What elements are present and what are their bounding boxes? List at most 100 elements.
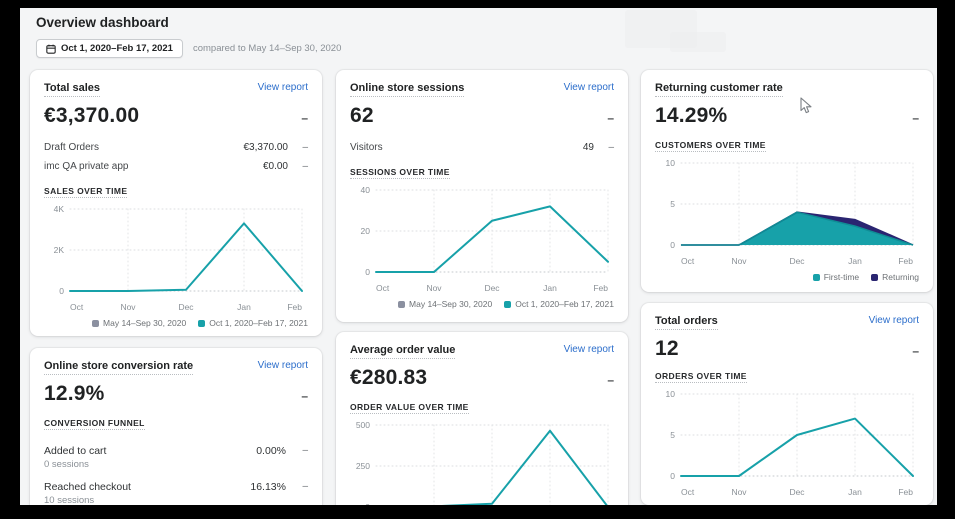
customers-over-time-chart: 10 5 0 Oct Nov Dec Jan Feb xyxy=(655,155,919,271)
chart-legend-sessions: May 14–Sep 30, 2020 Oct 1, 2020–Feb 17, 2… xyxy=(350,299,614,309)
conversion-rate-value: 12.9% xyxy=(44,382,105,405)
legend-swatch xyxy=(812,273,820,281)
returning-rate-value: 14.29% xyxy=(655,104,728,127)
svg-text:Jan: Jan xyxy=(543,283,557,293)
orders-over-time-chart: 10 5 0 Oct Nov Dec Jan Feb xyxy=(655,386,919,502)
svg-text:Dec: Dec xyxy=(789,256,805,266)
row-value: €0.00 xyxy=(262,161,288,172)
legend-swatch xyxy=(871,273,879,281)
breakdown-row-draft-orders: Draft Orders €3,370.00 – xyxy=(44,138,308,157)
orders-value: 12 xyxy=(655,337,679,360)
card-title-orders[interactable]: Total orders xyxy=(655,315,718,330)
legend-label: Oct 1, 2020–Feb 17, 2021 xyxy=(209,318,308,328)
legend-swatch xyxy=(92,319,100,327)
svg-text:250: 250 xyxy=(356,461,370,471)
total-sales-value: €3,370.00 xyxy=(44,104,140,127)
svg-text:Feb: Feb xyxy=(287,302,302,312)
funnel-value: 16.13% xyxy=(250,481,286,493)
svg-text:5: 5 xyxy=(670,430,675,440)
svg-text:40: 40 xyxy=(361,185,371,195)
total-sales-delta: – xyxy=(301,111,308,125)
row-delta: – xyxy=(302,161,308,172)
svg-text:0: 0 xyxy=(365,502,370,505)
sessions-value: 62 xyxy=(350,104,374,127)
line-chart-orders: 10 5 0 Oct Nov Dec Jan Feb xyxy=(666,389,914,497)
legend-item: Oct 1, 2020–Feb 17, 2021 xyxy=(198,318,308,328)
svg-text:10: 10 xyxy=(666,389,676,399)
svg-text:Oct: Oct xyxy=(376,283,390,293)
svg-text:0: 0 xyxy=(59,286,64,296)
card-title-conversion[interactable]: Online store conversion rate xyxy=(44,360,194,375)
legend-swatch xyxy=(198,319,206,327)
svg-text:Dec: Dec xyxy=(484,283,500,293)
returning-rate-delta: – xyxy=(912,111,919,125)
funnel-row-added-to-cart: Added to cart 0 sessions 0.00% – xyxy=(44,439,308,475)
date-range-button[interactable]: Oct 1, 2020–Feb 17, 2021 xyxy=(36,39,183,58)
compared-to-label: compared to May 14–Sep 30, 2020 xyxy=(192,43,342,54)
legend-item: Oct 1, 2020–Feb 17, 2021 xyxy=(504,299,614,309)
dashboard-page: Overview dashboard Oct 1, 2020–Feb 17, 2… xyxy=(20,8,937,505)
svg-text:5: 5 xyxy=(670,199,675,209)
funnel-label: Reached checkout xyxy=(44,481,131,493)
row-delta: – xyxy=(302,142,308,153)
mouse-cursor xyxy=(800,97,812,114)
funnel-delta: – xyxy=(302,481,308,492)
line-chart-order-value: 5002500OctNovDecJanFeb xyxy=(356,420,609,505)
funnel-sub: 10 sessions xyxy=(44,495,95,505)
svg-text:Oct: Oct xyxy=(681,256,695,266)
sales-over-time-chart: 4K 2K 0 Oct Nov Dec Jan Feb xyxy=(44,201,308,317)
view-report-link-aov[interactable]: View report xyxy=(563,344,614,355)
funnel-row-reached-checkout: Reached checkout 10 sessions 16.13% – xyxy=(44,475,308,505)
chart-legend-customers: First-time Returning xyxy=(655,272,919,282)
legend-label: May 14–Sep 30, 2020 xyxy=(103,318,187,328)
legend-label: First-time xyxy=(823,272,860,282)
card-title-total-sales[interactable]: Total sales xyxy=(44,82,101,97)
line-chart-sessions: 40 20 0 Oct Nov Dec Jan Feb xyxy=(361,185,609,293)
card-returning-customer-rate: Returning customer rate 14.29% – CUSTOME… xyxy=(641,70,933,292)
svg-text:Oct: Oct xyxy=(681,487,695,497)
section-label-conversion-funnel[interactable]: CONVERSION FUNNEL xyxy=(44,418,145,430)
line-chart-sales: 4K 2K 0 Oct Nov Dec Jan Feb xyxy=(54,204,303,312)
date-range-label: Oct 1, 2020–Feb 17, 2021 xyxy=(61,43,173,54)
svg-text:Feb: Feb xyxy=(898,487,913,497)
svg-text:Oct: Oct xyxy=(70,302,84,312)
svg-text:Feb: Feb xyxy=(593,283,608,293)
area-chart-customers: 10 5 0 Oct Nov Dec Jan Feb xyxy=(666,158,914,266)
card-title-returning[interactable]: Returning customer rate xyxy=(655,82,783,97)
conversion-rate-delta: – xyxy=(301,389,308,403)
aov-value: €280.83 xyxy=(350,366,428,389)
legend-label: Returning xyxy=(882,272,919,282)
svg-text:0: 0 xyxy=(670,471,675,481)
card-total-sales: Total sales View report €3,370.00 – Draf… xyxy=(30,70,322,336)
svg-text:Feb: Feb xyxy=(898,256,913,266)
view-report-link-orders[interactable]: View report xyxy=(868,315,919,326)
aov-delta: – xyxy=(607,373,614,387)
card-title-sessions[interactable]: Online store sessions xyxy=(350,82,465,97)
section-label-order-value-over-time[interactable]: ORDER VALUE OVER TIME xyxy=(350,402,469,414)
section-label-sales-over-time[interactable]: SALES OVER TIME xyxy=(44,186,128,198)
breakdown-row-private-app: imc QA private app €0.00 – xyxy=(44,157,308,176)
card-title-aov[interactable]: Average order value xyxy=(350,344,456,359)
svg-text:Dec: Dec xyxy=(789,487,805,497)
view-report-link-total-sales[interactable]: View report xyxy=(257,82,308,93)
row-delta: – xyxy=(608,142,614,153)
chart-legend-sales: May 14–Sep 30, 2020 Oct 1, 2020–Feb 17, 2… xyxy=(44,318,308,328)
svg-text:Jan: Jan xyxy=(848,256,862,266)
legend-item: First-time xyxy=(812,272,860,282)
view-report-link-conversion[interactable]: View report xyxy=(257,360,308,371)
legend-swatch xyxy=(504,300,512,308)
card-online-store-sessions: Online store sessions View report 62 – V… xyxy=(336,70,628,322)
ghost-artifact xyxy=(670,32,726,52)
legend-item: May 14–Sep 30, 2020 xyxy=(398,299,492,309)
page-title: Overview dashboard xyxy=(36,15,169,30)
section-label-sessions-over-time[interactable]: SESSIONS OVER TIME xyxy=(350,167,450,179)
view-report-link-sessions[interactable]: View report xyxy=(563,82,614,93)
section-label-customers-over-time[interactable]: CUSTOMERS OVER TIME xyxy=(655,140,766,152)
row-value: 49 xyxy=(582,142,594,153)
card-total-orders: Total orders View report 12 – ORDERS OVE… xyxy=(641,303,933,505)
orders-delta: – xyxy=(912,344,919,358)
svg-text:Jan: Jan xyxy=(237,302,251,312)
section-label-orders-over-time[interactable]: ORDERS OVER TIME xyxy=(655,371,747,383)
svg-text:0: 0 xyxy=(365,267,370,277)
sessions-delta: – xyxy=(607,111,614,125)
